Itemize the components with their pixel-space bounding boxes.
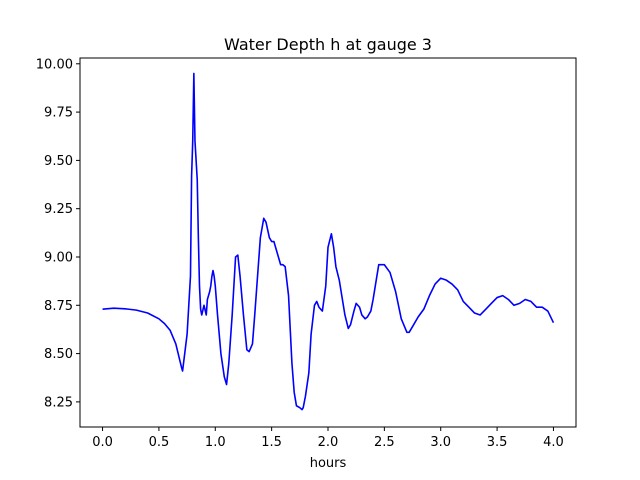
y-axis: 8.25 8.50 8.75 9.00 9.25 9.50 9.75 10.00 — [36, 57, 80, 410]
y-tick-label: 9.75 — [44, 106, 73, 121]
y-tick-label: 9.00 — [44, 250, 73, 265]
x-tick-label: 1.5 — [261, 435, 282, 450]
x-axis: 0.0 0.5 1.0 1.5 2.0 2.5 3.0 3.5 4.0 — [92, 427, 564, 450]
x-tick-label: 3.0 — [430, 435, 451, 450]
x-tick-label: 2.5 — [374, 435, 395, 450]
y-tick-label: 10.00 — [36, 57, 73, 72]
chart-title: Water Depth h at gauge 3 — [224, 35, 432, 54]
x-tick-label: 0.5 — [149, 435, 170, 450]
x-tick-label: 1.0 — [205, 435, 226, 450]
plot-frame — [79, 57, 577, 428]
y-tick-label: 9.50 — [44, 154, 73, 169]
x-tick-label: 2.0 — [318, 435, 339, 450]
x-tick-label: 0.0 — [92, 435, 113, 450]
y-tick-label: 8.50 — [44, 347, 73, 362]
x-tick-label: 4.0 — [543, 435, 564, 450]
plot-area — [79, 57, 577, 428]
x-tick-label: 3.5 — [487, 435, 508, 450]
y-tick-label: 8.75 — [44, 299, 73, 314]
x-axis-label: hours — [310, 456, 347, 471]
y-tick-label: 9.25 — [44, 202, 73, 217]
y-tick-label: 8.25 — [44, 395, 73, 410]
series-line-0 — [102, 72, 555, 411]
